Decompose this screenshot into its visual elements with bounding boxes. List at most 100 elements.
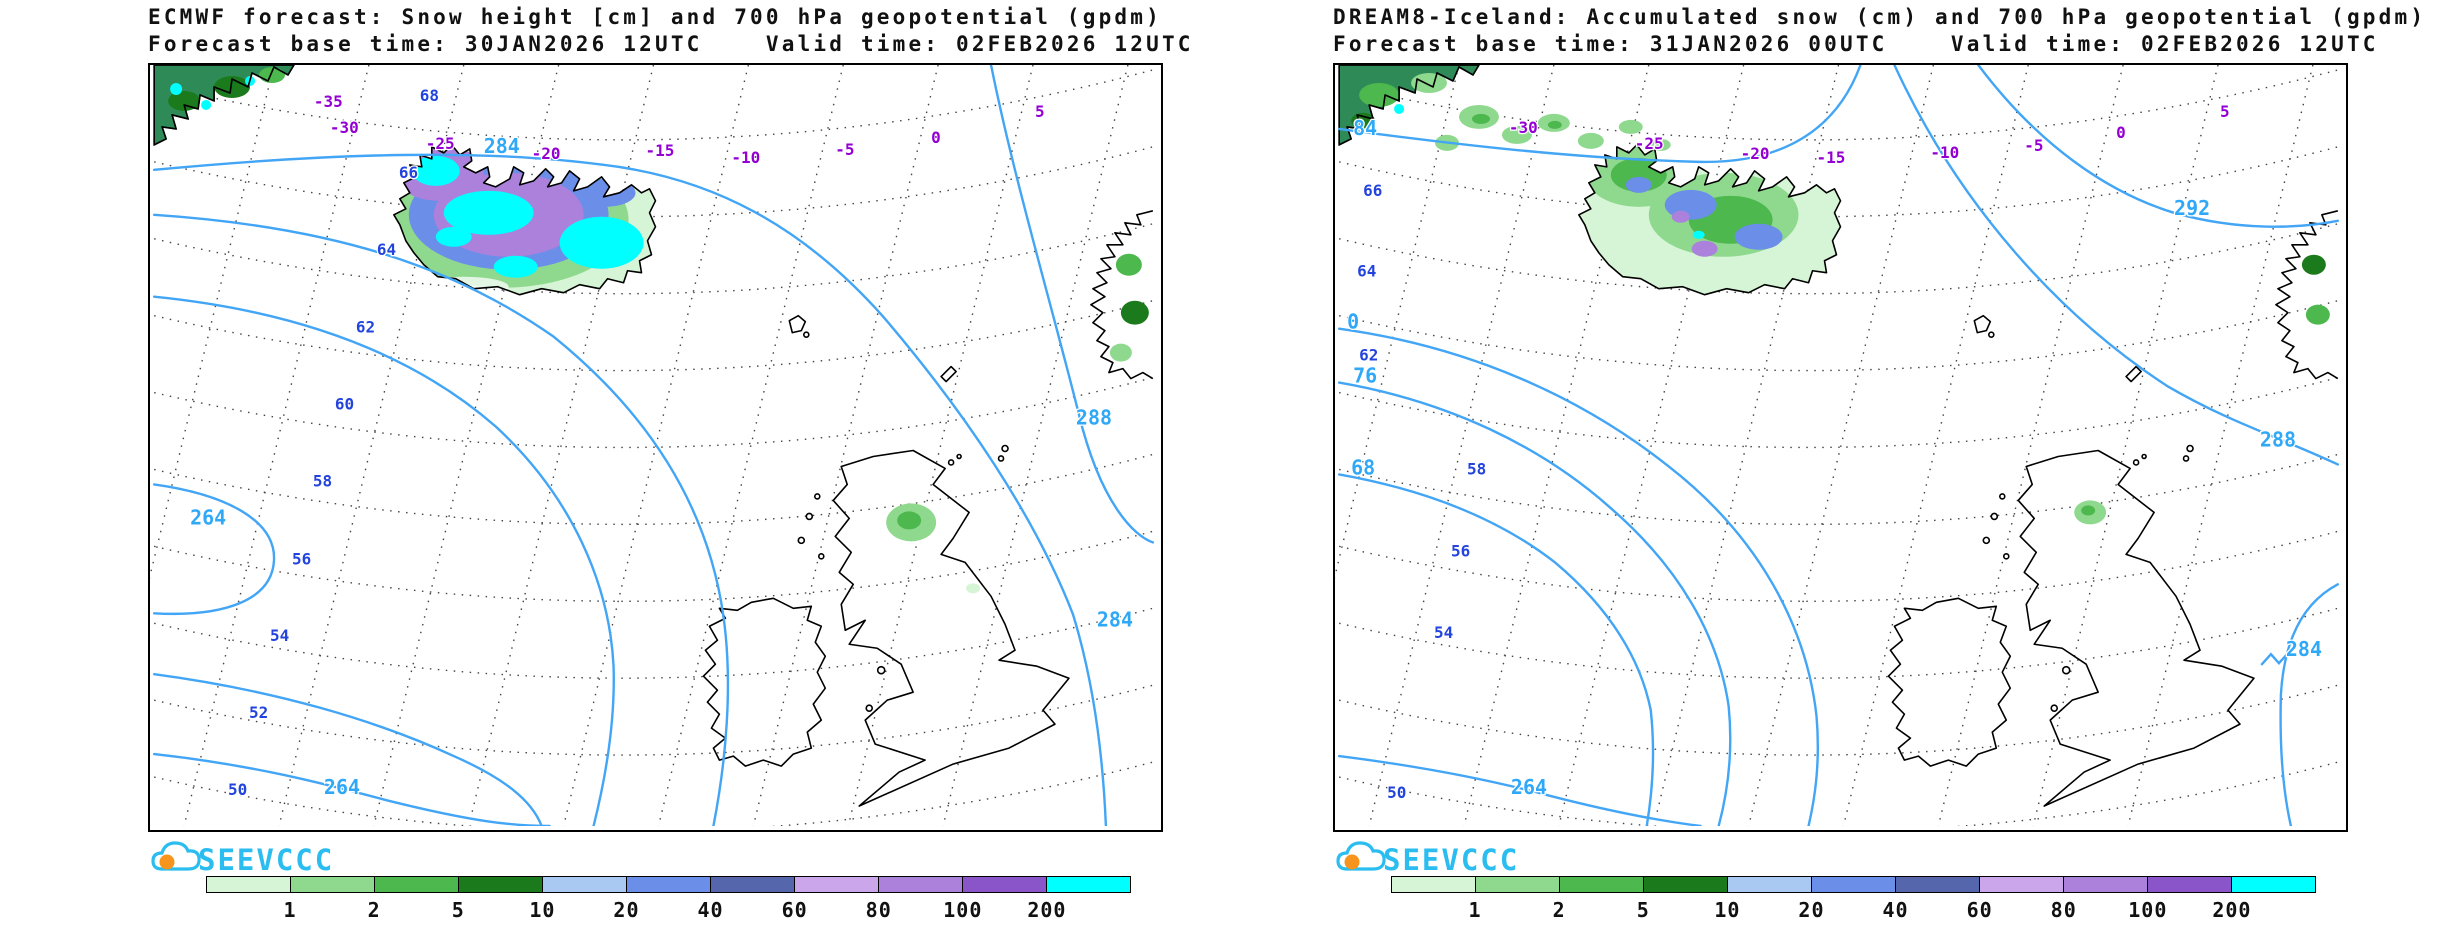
panel-title: DREAM8-Iceland: Accumulated snow (cm) an…: [1333, 5, 2427, 29]
colorbar-tick: 100: [943, 898, 983, 922]
latitude-label: 56: [1451, 541, 1470, 560]
colorbar-segment: [291, 877, 375, 892]
latitude-label: 54: [1434, 623, 1453, 642]
colorbar-segment: [1047, 877, 1130, 892]
colorbar-segment: [1392, 877, 1476, 892]
colorbar-segments: [206, 876, 1131, 893]
colorbar-segment: [1476, 877, 1560, 892]
longitude-label: 0: [931, 128, 941, 147]
longitude-label: -5: [835, 140, 854, 159]
latitude-label: 50: [1387, 783, 1406, 802]
latitude-label: 62: [1359, 346, 1378, 365]
colorbar-segment: [459, 877, 543, 892]
cloud-logo-icon: [1336, 841, 1386, 872]
panel-subtitle: Forecast base time: 31JAN2026 00UTC Vali…: [1333, 32, 2379, 56]
longitude-label: -20: [1741, 144, 1770, 163]
colorbar-segment: [543, 877, 627, 892]
longitude-label: -10: [731, 148, 760, 167]
colorbar-segment: [1644, 877, 1728, 892]
latitude-label: 66: [399, 163, 418, 182]
colorbar-segment: [711, 877, 795, 892]
colorbar-segment: [1896, 877, 1980, 892]
contour-label: 264: [324, 775, 360, 799]
latitude-label: 58: [313, 471, 332, 490]
colorbar-tick: 60: [781, 898, 808, 922]
colorbar-segment: [2232, 877, 2315, 892]
graticule: [150, 65, 1154, 826]
colorbar-tick: 60: [1966, 898, 1993, 922]
colorbar-segment: [627, 877, 711, 892]
latitude-label: 68: [420, 86, 439, 105]
colorbar-tick: 10: [1714, 898, 1741, 922]
colorbar-tick: 80: [2050, 898, 2077, 922]
longitude-label: 5: [2220, 102, 2230, 121]
latitude-label: 56: [292, 549, 311, 568]
latitude-label: 66: [1363, 181, 1382, 200]
longitude-label: -35: [314, 92, 343, 111]
forecast-map-ecmwf: -35 -30 -25 -20 -15 -10 -5 0 5 68 66 64 62 60 58 56 54 52…: [148, 63, 1163, 832]
colorbar-segment: [375, 877, 459, 892]
logo-text: SEEVCCC: [1383, 843, 1519, 877]
longitude-label: -30: [1509, 118, 1538, 137]
colorbar-ticks: 1 2 5 10 20 40 60 80 100 200: [1391, 893, 2316, 922]
panel-subtitle: Forecast base time: 30JAN2026 12UTC Vali…: [148, 32, 1194, 56]
latitude-label: 60: [335, 395, 354, 414]
colorbar-segment: [963, 877, 1047, 892]
seevccc-logo: SEEVCCC: [1333, 838, 2433, 877]
map-labels: -30 -25 -20 -15 -10 -5 0 5 66 64 62 58 56 54 50 84 292 28…: [1346, 101, 2323, 804]
contour-label: 76: [1353, 364, 1377, 388]
contour-label: 292: [2174, 196, 2210, 220]
contour-label: 288: [2260, 427, 2296, 451]
colorbar-tick: 1: [1468, 898, 1482, 922]
contour-label: 284: [2286, 637, 2322, 661]
colorbar-tick: 1: [283, 898, 297, 922]
map-labels: -35 -30 -25 -20 -15 -10 -5 0 5 68 66 64 62 60 58 56 54 52…: [189, 85, 1134, 801]
panel-dream8: DREAM8-Iceland: Accumulated snow (cm) an…: [1333, 4, 2433, 924]
colorbar-tick: 5: [1636, 898, 1650, 922]
colorbar-tick: 10: [529, 898, 556, 922]
cloud-logo-icon: [151, 841, 201, 872]
colorbar-tick: 40: [1882, 898, 1909, 922]
contour-label: 288: [1076, 406, 1112, 430]
latitude-label: 54: [270, 626, 289, 645]
colorbar-tick: 40: [697, 898, 724, 922]
longitude-label: -25: [426, 134, 455, 153]
colorbar-segment: [207, 877, 291, 892]
colorbar-segment: [1812, 877, 1896, 892]
colorbar-tick: 20: [1798, 898, 1825, 922]
panel-title: ECMWF forecast: Snow height [cm] and 700…: [148, 5, 1162, 29]
colorbar-segment: [1980, 877, 2064, 892]
colorbar-tick: 200: [1027, 898, 1067, 922]
graticule: [1335, 65, 2339, 826]
colorbar-segment: [795, 877, 879, 892]
contour-label: 284: [484, 134, 520, 158]
snow-colorbar: 1 2 5 10 20 40 60 80 100 200: [1391, 876, 2316, 924]
colorbar-tick: 80: [865, 898, 892, 922]
contour-label: 264: [1511, 775, 1547, 799]
colorbar-tick: 100: [2128, 898, 2168, 922]
longitude-label: -10: [1930, 143, 1959, 162]
colorbar-segment: [1560, 877, 1644, 892]
longitude-label: -15: [646, 141, 675, 160]
latitude-label: 52: [249, 703, 268, 722]
colorbar-segments: [1391, 876, 2316, 893]
longitude-label: 0: [2116, 123, 2126, 142]
longitude-label: 5: [1035, 102, 1045, 121]
colorbar-segment: [1728, 877, 1812, 892]
forecast-map-dream8: -30 -25 -20 -15 -10 -5 0 5 66 64 62 58 56 54 50 84 292 28…: [1333, 63, 2348, 832]
panel-ecmwf: ECMWF forecast: Snow height [cm] and 700…: [148, 4, 1248, 924]
contour-label: 84: [1353, 116, 1377, 140]
snow-layer: [1351, 72, 2330, 525]
colorbar-segment: [879, 877, 963, 892]
colorbar-tick: 2: [1552, 898, 1566, 922]
latitude-label: 64: [377, 240, 396, 259]
logo-text: SEEVCCC: [198, 843, 334, 877]
contour-label: 68: [1351, 455, 1375, 479]
colorbar-tick: 5: [451, 898, 465, 922]
longitude-label: -5: [2024, 136, 2043, 155]
seevccc-logo: SEEVCCC: [148, 838, 1248, 877]
snow-colorbar: 1 2 5 10 20 40 60 80 100 200: [206, 876, 1131, 924]
geopotential-contours: [1337, 65, 2340, 826]
longitude-label: -20: [532, 144, 561, 163]
contour-label: 0: [1347, 310, 1359, 334]
